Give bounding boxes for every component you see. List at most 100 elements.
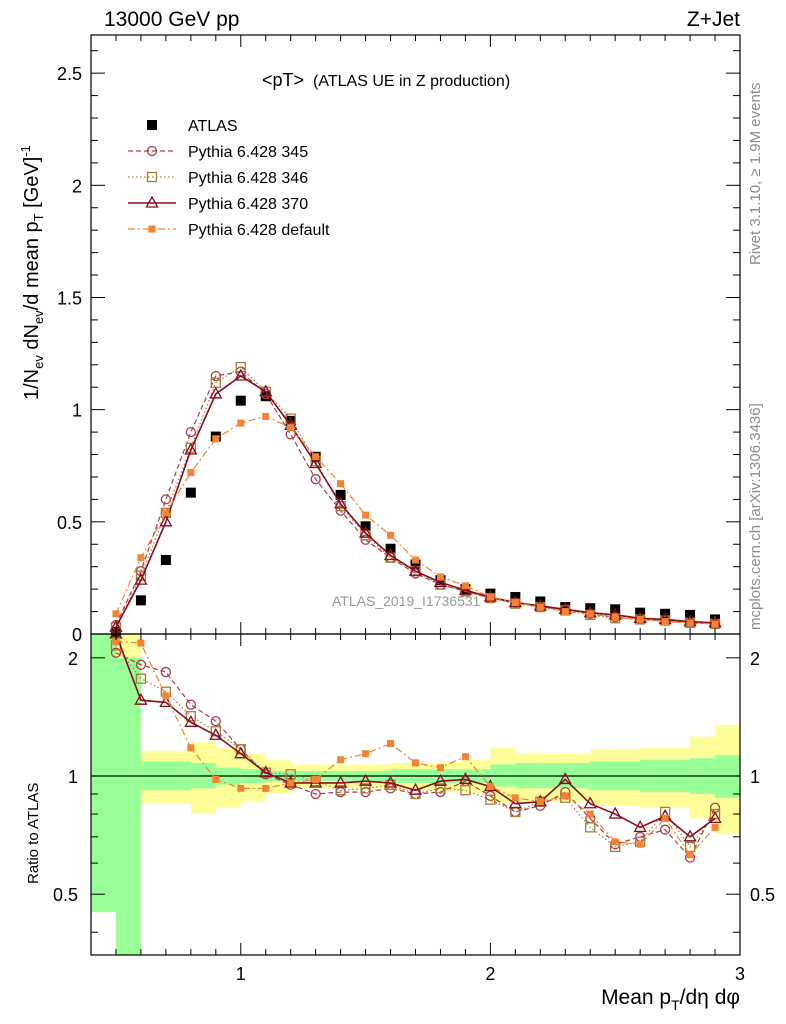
- data-point: [159, 514, 173, 527]
- ratio-point: [210, 715, 221, 727]
- data-point: [287, 424, 295, 432]
- data-point: [387, 531, 395, 539]
- data-point: [160, 554, 171, 565]
- ratio-point: [485, 794, 496, 805]
- legend-label: ATLAS: [188, 118, 238, 135]
- ratio-band-stat: [115, 657, 141, 955]
- ratio-point: [134, 692, 148, 705]
- ratio-point: [137, 639, 145, 647]
- top-y-tick-label: 1: [72, 401, 82, 421]
- data-point: [112, 610, 120, 618]
- data-point: [334, 496, 348, 509]
- legend-item: Pythia 6.428 345: [128, 144, 308, 161]
- legend-label: Pythia 6.428 default: [188, 222, 330, 239]
- data-point: [184, 442, 198, 455]
- ratio-point: [561, 792, 569, 800]
- data-point: [561, 608, 569, 616]
- ratio-point: [536, 798, 544, 806]
- ratio-y-tick-label-right: 0.5: [750, 885, 775, 905]
- data-point: [209, 386, 223, 399]
- legend-marker: [146, 171, 158, 183]
- ratio-point: [486, 783, 494, 791]
- data-point: [285, 415, 296, 426]
- ratio-point: [435, 783, 446, 794]
- data-point: [259, 384, 273, 397]
- data-point: [235, 395, 246, 406]
- data-point: [235, 361, 246, 373]
- plot-title-main: <pT>: [262, 70, 304, 90]
- series-pythia-6-428-345: [110, 366, 721, 631]
- data-point: [511, 599, 519, 607]
- ratio-point: [611, 838, 619, 846]
- data-point: [661, 618, 669, 626]
- ratio-point: [185, 699, 196, 710]
- data-point: [210, 370, 221, 382]
- data-point: [611, 613, 619, 621]
- legend-label: Pythia 6.428 345: [188, 144, 308, 161]
- ratio-point: [112, 638, 120, 646]
- legend-marker: [145, 195, 159, 208]
- x-axis-title: Mean pT/dη dφ: [601, 986, 740, 1013]
- ratio-point: [162, 692, 170, 700]
- ratio-point: [358, 773, 373, 786]
- legend-item: Pythia 6.428 346: [128, 170, 308, 187]
- data-point: [383, 548, 398, 561]
- ratio-y-tick-label-left: 2: [68, 649, 78, 669]
- ratio-point: [362, 750, 370, 758]
- data-point: [536, 603, 544, 611]
- legend-item: Pythia 6.428 370: [128, 195, 308, 213]
- series-line: [115, 375, 716, 628]
- top-y-tick-label: 0: [72, 625, 82, 645]
- ratio-y-tick-label-left: 1: [68, 767, 78, 787]
- ratio-point: [661, 814, 669, 822]
- ratio-point: [585, 822, 596, 833]
- ratio-point: [683, 829, 697, 842]
- axes-frames: 1 2 3 0 0.5 1 1.5 2 2.5 0.5 0.5 1 1 2 2: [53, 34, 775, 984]
- ratio-point: [583, 796, 597, 809]
- ratio-point: [160, 666, 172, 678]
- legend-marker: [148, 225, 156, 233]
- legend-marker: [147, 120, 157, 130]
- top-y-tick-label: 0.5: [57, 513, 82, 533]
- data-point: [433, 575, 448, 588]
- data-point: [585, 603, 596, 614]
- data-point: [408, 563, 423, 576]
- legend-item: ATLAS: [147, 118, 238, 135]
- ratio-point: [259, 765, 273, 778]
- data-point: [310, 474, 321, 485]
- data-point: [185, 426, 196, 438]
- ratio-point: [184, 714, 198, 727]
- ratio-y-tick-label-left: 0.5: [53, 885, 78, 905]
- ratio-y-tick-label-right: 2: [750, 649, 760, 669]
- data-point: [560, 602, 571, 613]
- plot-title-sub: (ATLAS UE in Z production): [313, 73, 510, 90]
- ratio-plot-series: [91, 626, 740, 863]
- ratio-point: [312, 775, 320, 783]
- ratio-point: [711, 823, 719, 831]
- data-point: [185, 487, 196, 498]
- ratio-point: [383, 775, 398, 788]
- ratio-point: [237, 784, 245, 792]
- data-point: [711, 620, 719, 628]
- data-point: [686, 619, 694, 627]
- analysis-watermark: ATLAS_2019_I1736531: [332, 593, 481, 609]
- ratio-point: [135, 659, 147, 670]
- top-y-axis-title: 1/Nev dNev/d mean pT [GeV]-1: [18, 145, 46, 400]
- series-line: [115, 370, 716, 626]
- ratio-point: [659, 824, 671, 835]
- ratio-point: [433, 773, 448, 786]
- data-point: [535, 596, 546, 607]
- data-point: [312, 453, 320, 461]
- ratio-point: [335, 785, 346, 796]
- ratio-point: [187, 744, 195, 752]
- legend-marker: [146, 145, 158, 157]
- data-point: [412, 556, 419, 564]
- ratio-point: [511, 794, 519, 802]
- ratio-point: [633, 819, 647, 832]
- ratio-series-pythia-6-428-default: [112, 638, 719, 859]
- ratio-point: [212, 775, 220, 783]
- ratio-point: [408, 782, 423, 795]
- data-point: [212, 435, 220, 443]
- plot-title: <pT> (ATLAS UE in Z production): [262, 70, 510, 90]
- data-point: [134, 572, 148, 585]
